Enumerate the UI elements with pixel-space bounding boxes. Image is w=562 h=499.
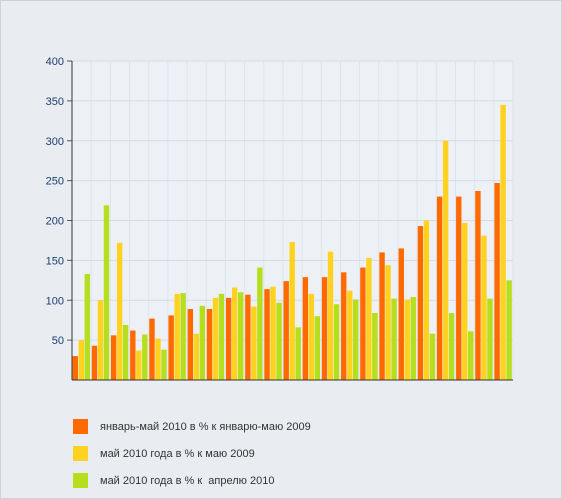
- bar-series-3: [468, 331, 474, 380]
- bar-series-3: [142, 334, 148, 380]
- bar-series-3: [122, 324, 129, 380]
- bar-series-1: [321, 277, 328, 380]
- bar-series-2: [500, 104, 506, 381]
- bar-chart: 50 100 150 200 250 300 350 400: [46, 56, 514, 381]
- bar-series-3: [410, 297, 416, 380]
- bar-series-3: [391, 298, 397, 380]
- bar-series-3: [276, 302, 282, 380]
- bar-series-1: [149, 318, 155, 380]
- bar-series-1: [187, 309, 194, 380]
- legend-label-series-3: май 2010 года в % к апрелю 2010: [100, 474, 275, 487]
- bar-series-3: [237, 292, 244, 380]
- bars: [72, 104, 512, 381]
- bar-series-3: [506, 280, 512, 380]
- bar-series-1: [110, 335, 117, 380]
- bar-series-2: [462, 222, 468, 380]
- legend-swatch-orange: [73, 419, 88, 434]
- bar-series-3: [257, 267, 263, 380]
- bar-series-1: [398, 248, 404, 380]
- bar-series-2: [366, 257, 372, 380]
- bar-series-2: [174, 293, 180, 380]
- bar-series-1: [494, 183, 500, 380]
- bar-series-2: [116, 242, 123, 380]
- bar-series-3: [429, 333, 436, 380]
- bar-series-1: [283, 281, 289, 380]
- y-tick-label: 100: [46, 295, 64, 307]
- bar-series-3: [372, 313, 378, 380]
- bar-series-3: [448, 313, 455, 380]
- y-tick-label: 300: [46, 136, 64, 148]
- bar-series-1: [302, 277, 309, 380]
- bar-series-2: [231, 287, 238, 380]
- y-tick-label: 150: [46, 255, 64, 267]
- bar-series-2: [212, 297, 219, 380]
- bar-series-1: [417, 226, 424, 380]
- bar-series-2: [442, 140, 449, 380]
- bar-series-2: [327, 251, 334, 380]
- y-tick-label: 250: [46, 176, 64, 188]
- legend-label-series-1: январь-май 2010 в % к январю-маю 2009: [100, 420, 311, 433]
- bar-series-2: [289, 242, 295, 380]
- bar-series-1: [264, 289, 270, 380]
- bar-series-2: [155, 338, 161, 380]
- axes: 50 100 150 200 250 300 350 400: [46, 56, 513, 381]
- y-tick-label: 400: [46, 56, 64, 68]
- legend-swatch-yellow: [73, 446, 88, 461]
- bar-series-3: [199, 305, 206, 380]
- bar-series-1: [206, 309, 213, 380]
- bar-series-2: [78, 340, 84, 381]
- bar-series-1: [360, 267, 366, 380]
- bar-series-2: [308, 293, 315, 380]
- y-tick-label: 50: [52, 335, 64, 347]
- bar-series-1: [456, 196, 462, 380]
- bar-series-1: [436, 196, 443, 380]
- y-tick-label: 200: [46, 216, 64, 228]
- bar-series-1: [130, 330, 136, 380]
- bar-series-2: [404, 299, 410, 380]
- legend: январь-май 2010 в % к январю-маю 2009 ма…: [73, 413, 311, 494]
- bar-series-3: [353, 299, 359, 380]
- bar-series-1: [245, 294, 251, 380]
- legend-item-series-3: май 2010 года в % к апрелю 2010: [73, 467, 311, 494]
- bar-series-1: [72, 356, 78, 380]
- legend-item-series-2: май 2010 года в % к маю 2009: [73, 440, 311, 467]
- bar-series-2: [97, 300, 104, 380]
- bar-series-3: [161, 349, 167, 380]
- bar-series-3: [103, 205, 110, 380]
- bar-series-2: [481, 235, 487, 380]
- legend-swatch-green: [73, 473, 88, 488]
- bar-series-3: [333, 304, 340, 380]
- bar-series-2: [193, 333, 200, 380]
- bar-series-1: [225, 297, 232, 380]
- bar-series-1: [168, 315, 174, 380]
- bar-series-3: [314, 316, 321, 380]
- bar-series-2: [423, 220, 430, 380]
- legend-item-series-1: январь-май 2010 в % к январю-маю 2009: [73, 413, 311, 440]
- bar-series-3: [218, 293, 225, 380]
- bar-series-1: [475, 190, 481, 380]
- y-tick-label: 350: [46, 96, 64, 108]
- bar-series-3: [295, 327, 301, 380]
- legend-label-series-2: май 2010 года в % к маю 2009: [100, 447, 255, 460]
- bar-series-1: [341, 272, 347, 380]
- bar-series-3: [84, 273, 90, 380]
- bar-series-1: [91, 345, 98, 380]
- bar-series-1: [379, 252, 385, 380]
- bar-series-3: [180, 293, 186, 380]
- bar-series-2: [385, 265, 391, 380]
- bar-series-2: [136, 350, 142, 380]
- bar-series-3: [487, 298, 493, 380]
- bar-series-2: [251, 306, 257, 380]
- bar-series-2: [347, 290, 353, 380]
- bar-series-2: [270, 286, 276, 380]
